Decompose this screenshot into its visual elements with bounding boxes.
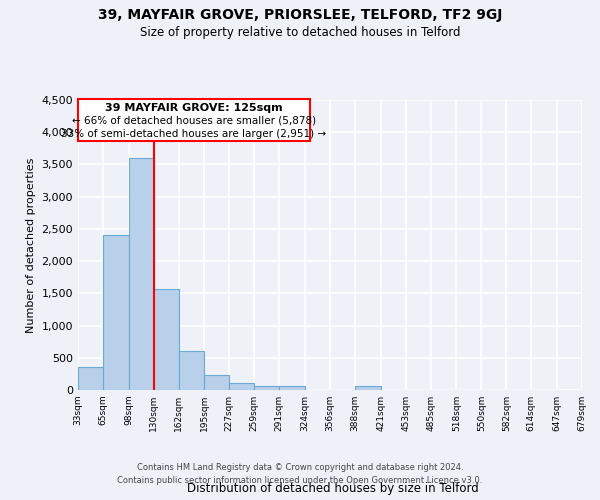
Bar <box>103 236 129 390</box>
Bar <box>78 367 103 390</box>
Text: Contains HM Land Registry data © Crown copyright and database right 2024.: Contains HM Land Registry data © Crown c… <box>137 464 463 472</box>
FancyBboxPatch shape <box>78 98 310 141</box>
Bar <box>179 352 205 390</box>
Bar <box>254 386 279 390</box>
Bar <box>355 386 381 390</box>
Bar <box>279 386 305 390</box>
Y-axis label: Number of detached properties: Number of detached properties <box>26 158 36 332</box>
Bar <box>129 158 154 390</box>
Text: Size of property relative to detached houses in Telford: Size of property relative to detached ho… <box>140 26 460 39</box>
Text: Distribution of detached houses by size in Telford: Distribution of detached houses by size … <box>187 482 479 495</box>
Text: 33% of semi-detached houses are larger (2,951) →: 33% of semi-detached houses are larger (… <box>61 128 326 138</box>
Bar <box>205 375 229 390</box>
Bar <box>154 290 179 390</box>
Text: ← 66% of detached houses are smaller (5,878): ← 66% of detached houses are smaller (5,… <box>72 116 316 126</box>
Text: 39, MAYFAIR GROVE, PRIORSLEE, TELFORD, TF2 9GJ: 39, MAYFAIR GROVE, PRIORSLEE, TELFORD, T… <box>98 8 502 22</box>
Bar <box>229 383 254 390</box>
Text: Contains public sector information licensed under the Open Government Licence v3: Contains public sector information licen… <box>118 476 482 485</box>
Text: 39 MAYFAIR GROVE: 125sqm: 39 MAYFAIR GROVE: 125sqm <box>105 103 283 113</box>
